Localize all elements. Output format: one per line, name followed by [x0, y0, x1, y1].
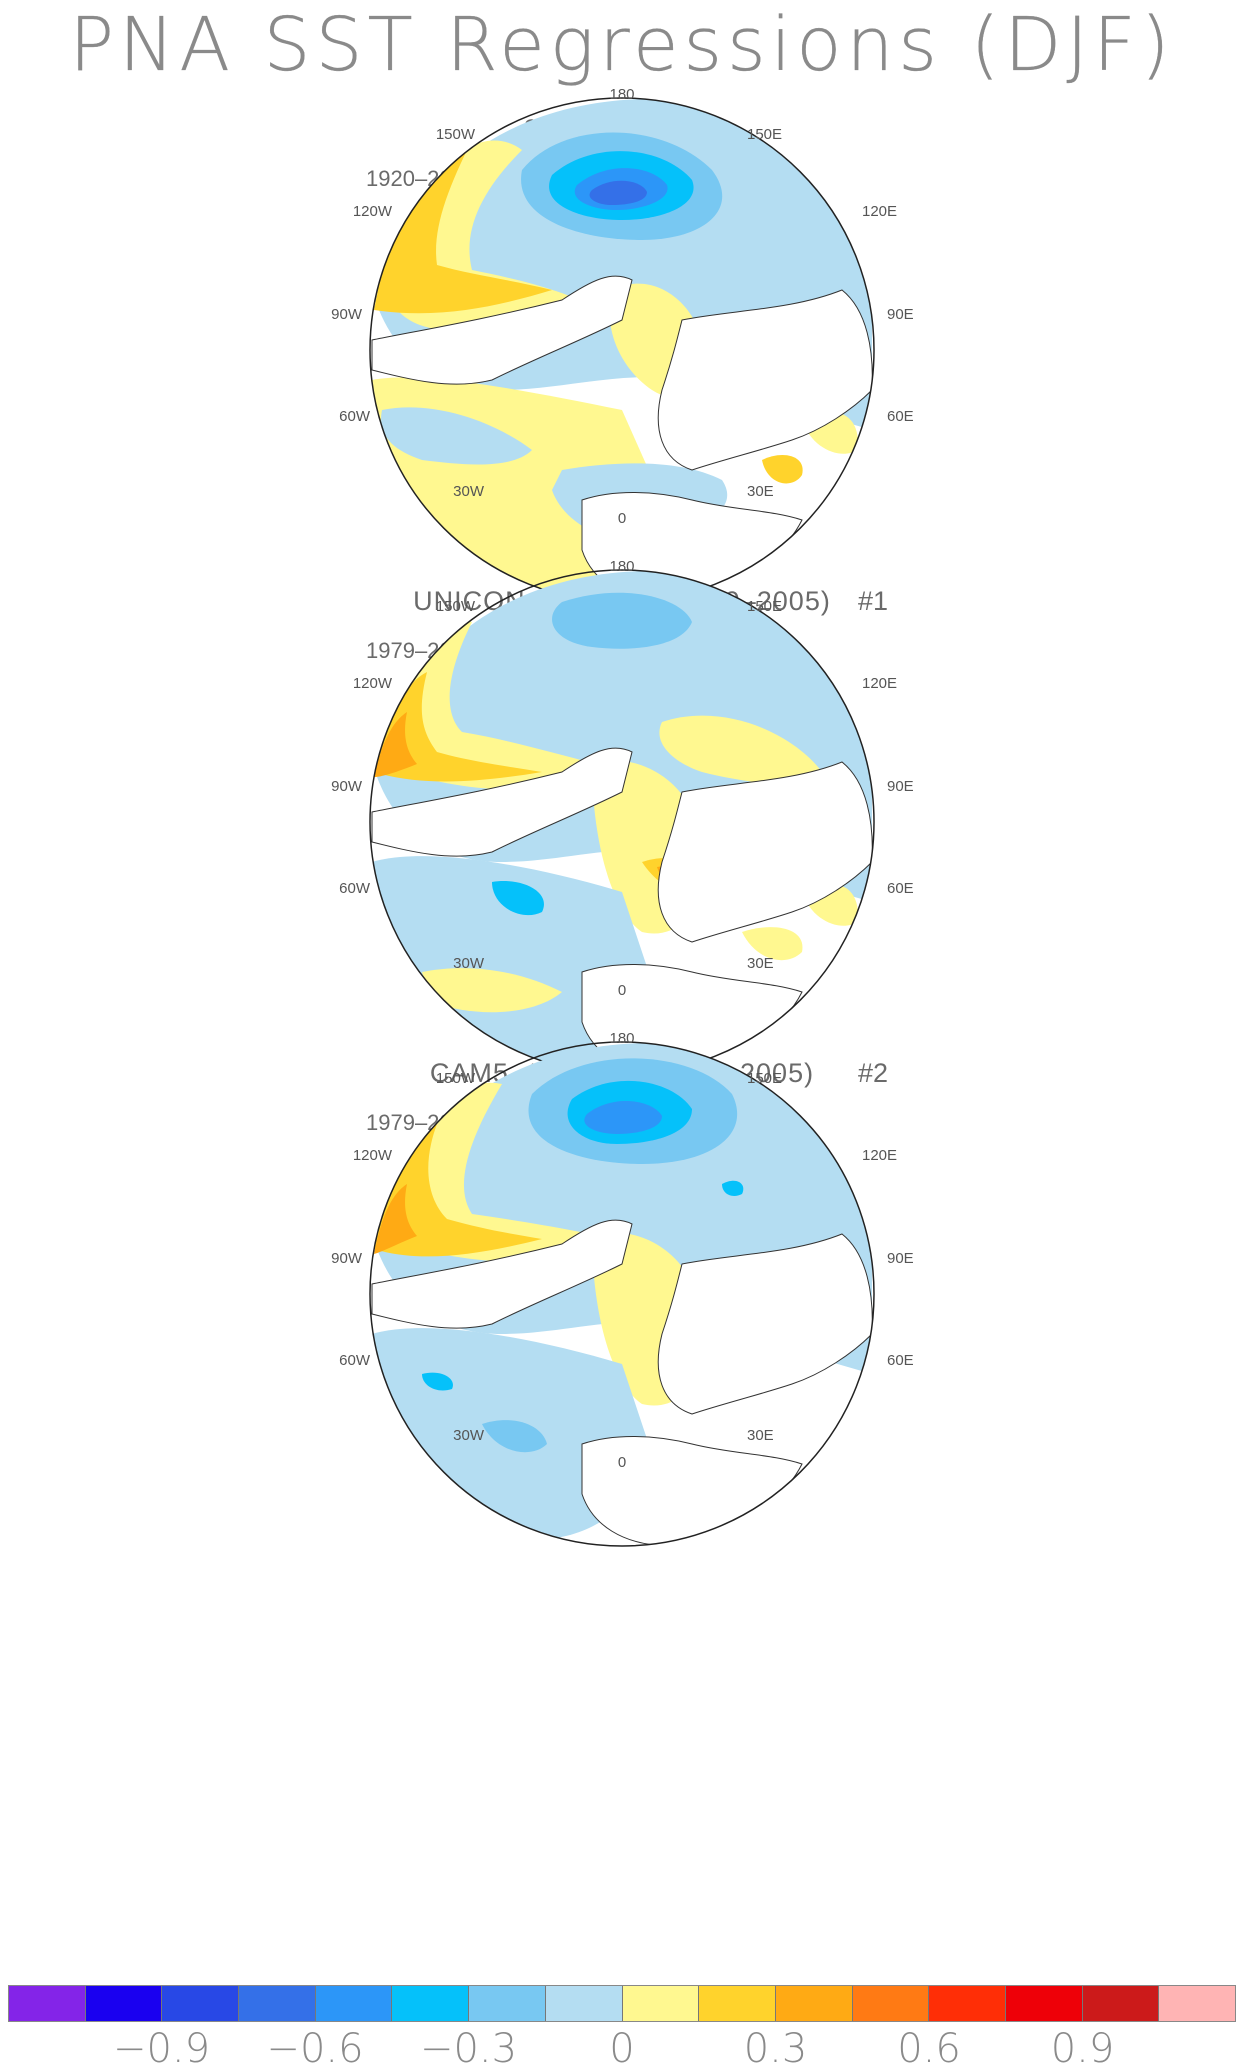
longitude-label: 120E	[862, 675, 898, 692]
longitude-label: 120W	[352, 203, 392, 220]
colorbar-tick-label: 0.6	[897, 2026, 961, 2072]
longitude-label: 60W	[339, 880, 370, 897]
longitude-label: 90W	[331, 306, 362, 323]
longitude-label: 60W	[339, 1352, 370, 1369]
colorbar-tick-label: −0.9	[112, 2026, 211, 2072]
sst-contour-region	[374, 672, 542, 782]
sst-contour-region	[374, 1184, 417, 1254]
longitude-label: 90E	[887, 778, 914, 795]
land-outline	[581, 1436, 803, 1546]
sst-contour-region	[659, 715, 822, 784]
longitude-label: 150W	[435, 126, 475, 143]
polar-map	[369, 97, 875, 603]
sst-contour-region	[377, 620, 632, 790]
longitude-label: 150E	[747, 126, 783, 143]
longitude-label: 30E	[747, 483, 774, 500]
sst-contour-region	[422, 968, 562, 1013]
colorbar-swatch	[929, 1986, 1006, 2021]
colorbar	[8, 1985, 1236, 2022]
colorbar-tick-label: −0.3	[419, 2026, 518, 2072]
land-outline	[657, 1233, 873, 1415]
colorbar-swatch	[392, 1986, 470, 2021]
sst-contour-region	[482, 1420, 547, 1453]
sst-contour-region	[374, 1124, 542, 1257]
longitude-label: 60W	[339, 408, 370, 425]
map-panel: CAM5, AMIP (yrs 1979–2005)#21979–2005180…	[0, 1030, 1244, 1652]
sst-contour-region	[722, 1180, 744, 1196]
colorbar-tick-label: −0.6	[266, 2026, 364, 2072]
sst-contour-region	[762, 455, 803, 484]
longitude-label: 180	[609, 86, 635, 103]
longitude-label: 30W	[453, 1427, 484, 1444]
longitude-label: 120E	[862, 203, 898, 220]
colorbar-tick-label: 0.9	[1050, 2026, 1115, 2072]
longitude-label: 180	[609, 558, 635, 575]
longitude-label: 180	[609, 1030, 635, 1047]
longitude-label: 120E	[862, 1147, 898, 1164]
colorbar-swatch	[469, 1986, 546, 2021]
sst-contour-region	[584, 1101, 662, 1134]
colorbar-swatch	[9, 1986, 86, 2021]
sst-contour-region	[381, 407, 532, 465]
map-boundary	[369, 1041, 875, 1547]
colorbar-swatch	[545, 1986, 623, 2021]
colorbar-swatch	[622, 1986, 700, 2021]
colorbar-swatch	[1159, 1986, 1235, 2021]
colorbar-swatch	[239, 1986, 316, 2021]
polar-map	[369, 1041, 875, 1547]
longitude-label: 30W	[453, 955, 484, 972]
colorbar-swatch	[1082, 1986, 1160, 2021]
longitude-label: 60E	[887, 408, 914, 425]
longitude-label: 90E	[887, 1250, 914, 1267]
main-title: PNA SST Regressions (DJF)	[69, 2, 1175, 88]
longitude-label: 150E	[747, 1070, 783, 1087]
sst-contour-region	[492, 881, 544, 916]
longitude-label: 150W	[435, 598, 475, 615]
colorbar-swatch	[852, 1986, 930, 2021]
sst-contour-region	[589, 180, 647, 205]
panel-number: #1	[858, 586, 889, 616]
sst-contour-region	[422, 1372, 453, 1391]
colorbar-swatch	[162, 1986, 240, 2021]
land-outline	[371, 275, 633, 385]
longitude-label: 90E	[887, 306, 914, 323]
map-panel: UNICON, AMIP (yrs 1979–2005)#11979–20051…	[0, 558, 1244, 1180]
longitude-label: 0	[617, 510, 627, 527]
land-outline	[657, 289, 873, 471]
colorbar-tick-label: 0	[609, 2026, 635, 2072]
polar-map	[369, 569, 875, 1075]
longitude-label: 120W	[352, 675, 392, 692]
colorbar-swatch	[699, 1986, 776, 2021]
colorbar-swatch	[85, 1986, 163, 2021]
land-outline	[371, 1219, 633, 1329]
longitude-label: 30E	[747, 955, 774, 972]
longitude-label: 90W	[331, 1250, 362, 1267]
longitude-label: 60E	[887, 1352, 914, 1369]
longitude-label: 60E	[887, 880, 914, 897]
longitude-label: 0	[617, 1454, 627, 1471]
land-outline	[657, 761, 873, 943]
longitude-label: 90W	[331, 778, 362, 795]
sst-contour-region	[742, 927, 803, 961]
longitude-label: 120W	[352, 1147, 392, 1164]
land-outline	[371, 747, 633, 857]
longitude-label: 150W	[435, 1070, 475, 1087]
longitude-label: 150E	[747, 598, 783, 615]
longitude-label: 30E	[747, 1427, 774, 1444]
longitude-label: 30W	[453, 483, 484, 500]
sst-contour-region	[552, 592, 692, 649]
colorbar-tick-label: 0.3	[743, 2026, 808, 2072]
panel-number: #2	[858, 1058, 889, 1088]
colorbar-swatch	[1005, 1986, 1083, 2021]
sst-contour-region	[374, 140, 552, 314]
colorbar-swatch	[315, 1986, 393, 2021]
sst-contour-region	[374, 712, 417, 777]
colorbar-swatch	[775, 1986, 853, 2021]
longitude-label: 0	[617, 982, 627, 999]
